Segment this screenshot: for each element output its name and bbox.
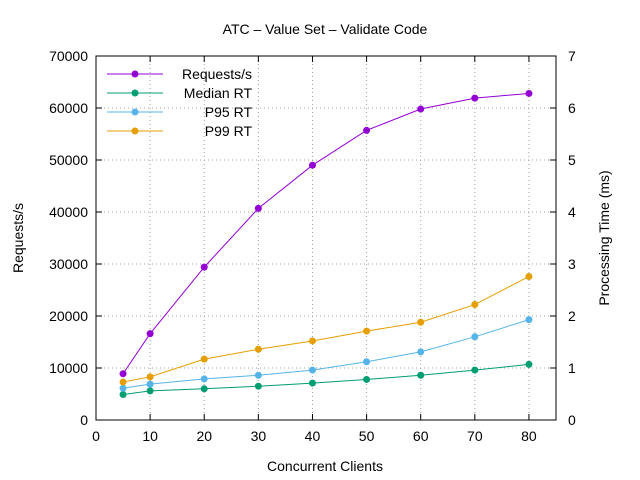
data-point	[200, 385, 208, 393]
y2-axis-title: Processing Time (ms)	[596, 170, 612, 305]
x-tick-label: 30	[251, 428, 267, 444]
y-tick-label: 0	[80, 412, 88, 428]
y2-tick-label: 5	[568, 152, 576, 168]
y-tick-label: 10000	[49, 360, 88, 376]
x-tick-label: 10	[142, 428, 158, 444]
data-point	[308, 379, 316, 387]
y2-tick-label: 3	[568, 256, 576, 272]
x-tick-label: 50	[359, 428, 375, 444]
x-tick-label: 0	[92, 428, 100, 444]
data-point	[471, 366, 479, 374]
series-line	[122, 363, 529, 396]
data-point	[525, 89, 533, 97]
data-point	[119, 391, 127, 399]
y2-tick-label: 1	[568, 360, 576, 376]
x-axis-title: Concurrent Clients	[267, 458, 383, 474]
data-point	[146, 380, 154, 388]
data-point	[119, 378, 127, 386]
data-point	[363, 327, 371, 335]
data-point	[471, 333, 479, 341]
data-point	[308, 161, 316, 169]
series-line	[122, 92, 529, 374]
x-tick-label: 20	[196, 428, 212, 444]
x-tick-label: 40	[305, 428, 321, 444]
data-point	[308, 366, 316, 374]
legend-label: Requests/s	[182, 66, 252, 82]
legend-label: Median RT	[184, 85, 253, 101]
y-tick-label: 50000	[49, 152, 88, 168]
y-axis-title: Requests/s	[10, 203, 26, 273]
data-point	[471, 94, 479, 102]
data-point	[119, 384, 127, 392]
data-point	[254, 382, 262, 390]
data-point	[525, 360, 533, 368]
data-point	[525, 272, 533, 280]
legend-label: P95 RT	[205, 104, 253, 120]
legend-label: P99 RT	[205, 123, 253, 139]
data-point	[308, 337, 316, 345]
data-point	[200, 375, 208, 383]
y-tick-label: 60000	[49, 100, 88, 116]
y-tick-label: 40000	[49, 204, 88, 220]
y-tick-label: 30000	[49, 256, 88, 272]
legend-entry: P95 RT	[107, 104, 252, 120]
chart-title: ATC – Value Set – Validate Code	[223, 21, 428, 37]
legend-marker	[131, 70, 139, 78]
data-point	[525, 316, 533, 324]
series-layer	[119, 89, 533, 399]
x-tick-label: 60	[413, 428, 429, 444]
series-3	[119, 272, 533, 386]
data-point	[119, 370, 127, 378]
y-tick-label: 20000	[49, 308, 88, 324]
data-point	[200, 355, 208, 363]
data-point	[146, 373, 154, 381]
series-line	[122, 319, 530, 389]
legend-marker	[131, 108, 139, 116]
y2-tick-label: 7	[568, 48, 576, 64]
axis-ticks: 0 10 20 30 40 50 60 70 8001000020000300004000050…	[49, 48, 576, 444]
data-point	[471, 301, 479, 309]
data-point	[417, 318, 425, 326]
data-point	[254, 204, 262, 212]
y2-tick-label: 6	[568, 100, 576, 116]
y-tick-label: 70000	[49, 48, 88, 64]
data-point	[254, 345, 262, 353]
x-tick-label: 80	[521, 428, 537, 444]
x-tick-label: 70	[467, 428, 483, 444]
data-point	[254, 371, 262, 379]
y2-tick-label: 0	[568, 412, 576, 428]
legend: Requests/s Median RT P95 RT P99 RT	[107, 66, 252, 139]
data-point	[363, 126, 371, 134]
grid-lines	[96, 56, 556, 420]
legend-entry: Requests/s	[107, 66, 252, 82]
data-point	[363, 375, 371, 383]
y2-tick-label: 2	[568, 308, 576, 324]
y2-tick-label: 4	[568, 204, 576, 220]
data-point	[146, 387, 154, 395]
legend-entry: P99 RT	[107, 123, 252, 139]
data-point	[417, 105, 425, 113]
plot-frame	[95, 55, 557, 421]
data-point	[363, 358, 371, 366]
legend-marker	[131, 127, 139, 135]
series-0	[119, 89, 533, 378]
series-2	[119, 316, 533, 392]
data-point	[200, 263, 208, 271]
legend-entry: Median RT	[107, 85, 252, 101]
data-point	[417, 348, 425, 356]
legend-marker	[131, 89, 139, 97]
series-1	[119, 360, 533, 399]
data-point	[146, 330, 154, 338]
data-point	[417, 371, 425, 379]
